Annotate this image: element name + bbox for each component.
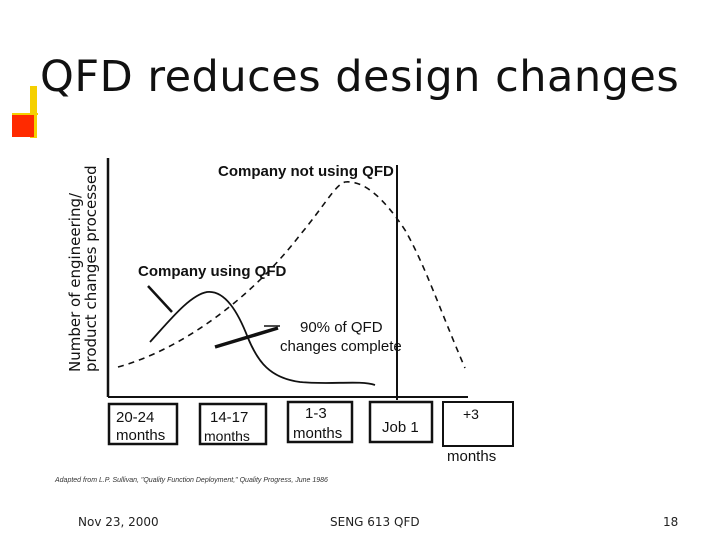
period-label-2-line2: months	[204, 428, 250, 444]
period-box-5	[442, 401, 514, 447]
decor-yellow-line	[12, 113, 38, 115]
period-label-1-line2: months	[116, 427, 165, 444]
footer-course: SENG 613 QFD	[330, 515, 420, 529]
y-axis-label-line2: product changes processed	[82, 165, 100, 372]
y-axis-label-line1: Number of engineering/	[66, 192, 84, 372]
series-label-using-qfd: Company using QFD	[138, 263, 287, 280]
period-box-3	[286, 400, 354, 444]
annotation-arrow	[214, 326, 279, 349]
series-line-not-using-qfd	[117, 181, 466, 369]
period-box-2	[198, 402, 268, 446]
series-label-not-using-qfd: Company not using QFD	[218, 163, 394, 180]
period-label-5-line2: months	[447, 448, 496, 465]
slide-title: QFD reduces design changes	[40, 52, 680, 102]
period-label-1-line1: 20-24	[116, 409, 154, 426]
decor-red-square	[12, 115, 34, 137]
footer-page-number: 18	[663, 515, 679, 529]
period-label-3-line1: 1-3	[305, 405, 327, 422]
period-label-2-line1: 14-17	[210, 409, 248, 426]
footer-date: Nov 23, 2000	[78, 515, 159, 529]
annotation-line1: 90% of QFD	[300, 319, 383, 336]
source-note: Adapted from L.P. Sullivan, "Quality Fun…	[54, 477, 328, 484]
period-label-4-line1: Job 1	[382, 419, 419, 436]
period-box-4	[368, 400, 434, 444]
period-label-5-line1: +3	[463, 406, 479, 422]
period-box-1	[107, 402, 179, 446]
period-label-3-line2: months	[293, 425, 342, 442]
annotation-line2: changes complete	[280, 338, 402, 355]
series-label-pointer	[147, 285, 173, 313]
decor-yellow-bar	[30, 86, 37, 138]
